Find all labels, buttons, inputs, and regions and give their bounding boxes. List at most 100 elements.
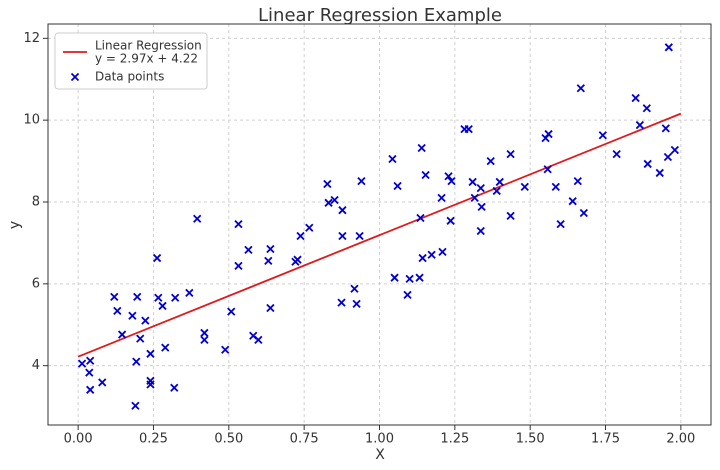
x-tick-label: 0.50 bbox=[214, 432, 243, 447]
data-point bbox=[113, 306, 122, 315]
data-point bbox=[146, 349, 155, 358]
data-point bbox=[556, 219, 565, 229]
y-tick-label: 8 bbox=[32, 194, 40, 209]
y-tick-label: 6 bbox=[32, 276, 40, 291]
legend-label: Data points bbox=[95, 70, 164, 84]
data-point bbox=[447, 176, 456, 186]
data-point bbox=[495, 177, 504, 187]
legend-marker bbox=[70, 72, 80, 82]
legend-equation: y = 2.97x + 4.22 bbox=[95, 52, 198, 66]
data-point bbox=[543, 165, 552, 174]
data-point bbox=[141, 316, 150, 325]
data-point bbox=[635, 120, 645, 130]
data-point bbox=[77, 359, 87, 368]
data-point bbox=[568, 197, 577, 206]
data-point bbox=[405, 274, 414, 284]
data-point bbox=[598, 131, 607, 140]
data-point bbox=[444, 172, 453, 181]
data-point bbox=[421, 170, 430, 180]
x-tick-label: 0.25 bbox=[139, 432, 168, 447]
data-point bbox=[655, 168, 664, 178]
data-point bbox=[337, 298, 346, 307]
data-point bbox=[355, 231, 364, 241]
data-point bbox=[305, 223, 314, 232]
data-point bbox=[388, 154, 397, 164]
data-point bbox=[161, 343, 170, 352]
x-tick-label: 1.25 bbox=[440, 432, 469, 447]
x-tick-label: 0.00 bbox=[64, 432, 93, 447]
data-point bbox=[579, 208, 588, 218]
data-point bbox=[468, 177, 477, 187]
data-point bbox=[266, 303, 275, 313]
data-point bbox=[86, 356, 95, 365]
data-point bbox=[477, 202, 486, 212]
data-point bbox=[476, 226, 485, 236]
data-point bbox=[418, 253, 427, 263]
data-point bbox=[352, 299, 361, 309]
data-point bbox=[631, 93, 640, 103]
data-point bbox=[476, 183, 485, 193]
data-point bbox=[158, 301, 167, 311]
data-point bbox=[193, 214, 202, 223]
data-point bbox=[415, 273, 424, 282]
data-point bbox=[470, 193, 479, 203]
data-point bbox=[642, 104, 651, 113]
data-point bbox=[171, 293, 180, 302]
data-point bbox=[506, 211, 515, 221]
data-point bbox=[244, 245, 253, 255]
x-tick-label: 0.75 bbox=[290, 432, 319, 447]
data-point bbox=[185, 288, 194, 297]
data-point bbox=[200, 335, 209, 345]
x-tick-label: 1.00 bbox=[365, 432, 394, 447]
data-point bbox=[131, 401, 140, 410]
data-point bbox=[324, 198, 333, 207]
y-tick-label: 12 bbox=[23, 31, 40, 46]
data-point bbox=[221, 345, 230, 354]
data-point bbox=[417, 143, 426, 153]
y-tick-label: 10 bbox=[23, 113, 40, 128]
data-point bbox=[254, 335, 263, 345]
data-point bbox=[136, 334, 145, 343]
data-point bbox=[234, 261, 243, 270]
data-point bbox=[661, 124, 670, 133]
data-point bbox=[117, 330, 127, 339]
data-point bbox=[670, 145, 679, 155]
data-point bbox=[133, 292, 142, 302]
data-point bbox=[146, 380, 155, 389]
data-point bbox=[234, 219, 243, 229]
data-point bbox=[152, 253, 162, 263]
data-point bbox=[576, 84, 585, 93]
data-point bbox=[643, 159, 652, 169]
data-point bbox=[98, 378, 107, 387]
x-tick-label: 1.50 bbox=[516, 432, 545, 447]
data-point bbox=[551, 182, 560, 191]
axes-frame bbox=[47, 23, 712, 426]
data-point bbox=[664, 43, 673, 52]
data-point bbox=[170, 383, 179, 392]
data-point bbox=[390, 273, 399, 282]
data-point bbox=[110, 292, 119, 302]
data-point bbox=[486, 156, 495, 166]
data-point bbox=[438, 247, 447, 257]
data-point bbox=[350, 284, 359, 293]
x-tick-label: 1.75 bbox=[591, 432, 620, 447]
chart-title: Linear Regression Example bbox=[258, 5, 502, 26]
y-axis-label: y bbox=[7, 221, 23, 229]
data-point bbox=[437, 193, 446, 203]
data-point bbox=[338, 231, 347, 241]
data-point bbox=[464, 125, 473, 134]
data-point bbox=[338, 206, 347, 215]
y-tick-label: 4 bbox=[32, 358, 40, 373]
data-point bbox=[492, 186, 501, 196]
data-point bbox=[357, 176, 366, 186]
regression-line bbox=[77, 112, 682, 358]
data-point bbox=[416, 213, 425, 223]
data-point bbox=[403, 290, 412, 300]
data-point bbox=[132, 357, 141, 366]
data-point bbox=[85, 368, 94, 377]
data-point bbox=[264, 256, 273, 266]
data-point bbox=[427, 250, 436, 259]
data-point bbox=[128, 311, 137, 320]
data-point bbox=[293, 255, 302, 264]
